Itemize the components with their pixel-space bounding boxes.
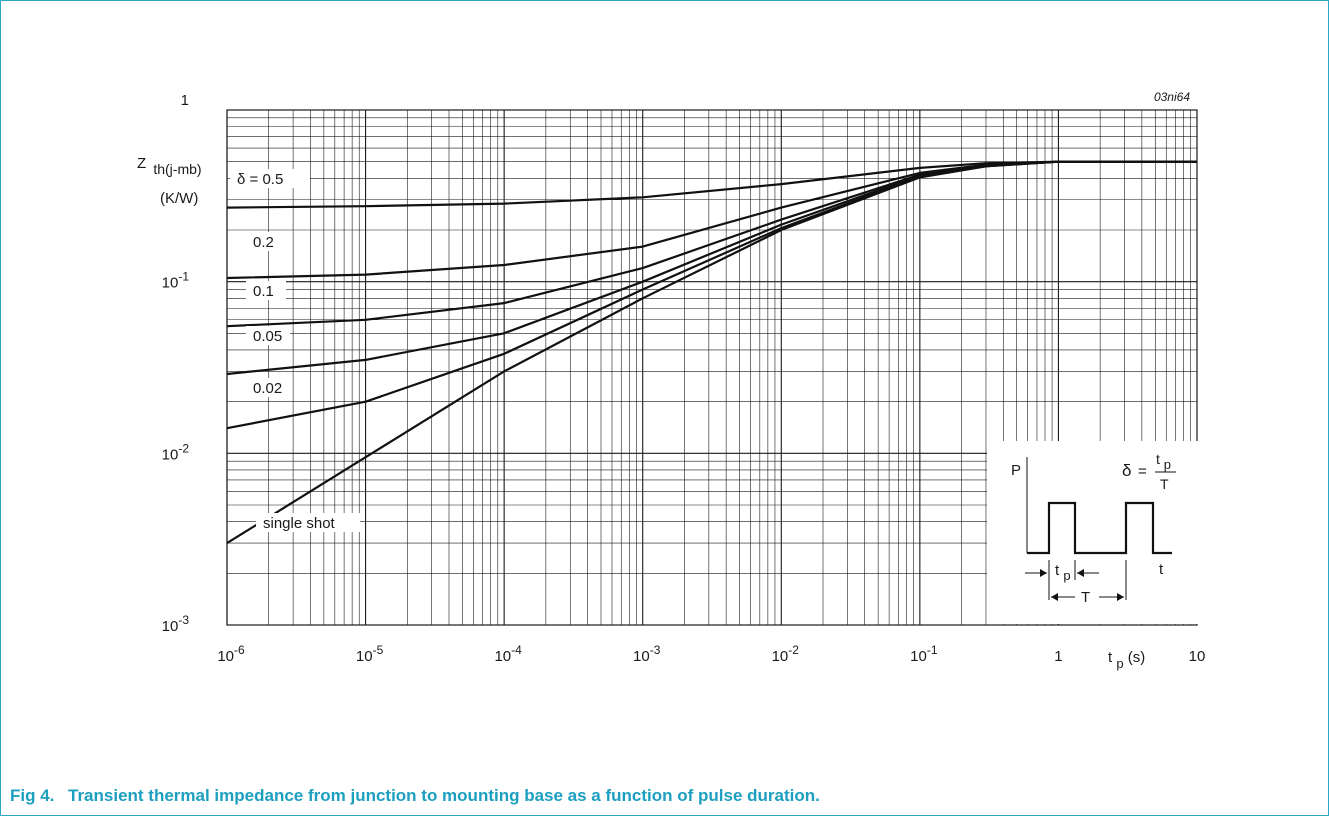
inset-tp-main: t — [1055, 562, 1060, 579]
series-line — [226, 160, 1197, 209]
inset-tp-sub: p — [1063, 568, 1070, 583]
series-label-bg — [246, 281, 286, 300]
x-tick-label: 10-2 — [772, 643, 800, 665]
series-label-bg — [256, 513, 360, 532]
x-tick-label: 10-6 — [217, 643, 245, 665]
series-label-bg — [246, 378, 290, 397]
series-line — [226, 160, 1197, 376]
figure-id: 03ni64 — [1154, 90, 1190, 104]
inset-p-label: P — [1011, 462, 1021, 479]
series-lines — [226, 160, 1197, 545]
series-label: 0.02 — [253, 380, 282, 397]
series-label: δ = 0.5 — [237, 171, 283, 188]
x-tick-label: 10 — [1189, 648, 1206, 665]
y-tick-label: 10-3 — [162, 613, 190, 635]
svg-text:t p (s): t p (s) — [1108, 649, 1145, 672]
x-label-sub: p — [1116, 656, 1123, 671]
series-label: 0.2 — [253, 234, 274, 251]
x-tick-label: 1 — [1054, 648, 1062, 665]
x-tick-label: 10-3 — [633, 643, 661, 665]
tick-labels: 10-6 10-5 10-4 10-3 10-2 10-1 1 10 1 10-1 10-2 10-3 — [162, 92, 1206, 665]
x-label-main: t — [1108, 649, 1113, 666]
series-label: 0.05 — [253, 328, 282, 345]
series-line — [226, 160, 1197, 280]
x-axis-label: t p (s) — [1108, 649, 1145, 672]
caption-text: Transient thermal impedance from junctio… — [68, 786, 820, 805]
y-tick-label: 10-2 — [162, 441, 190, 463]
svg-text:t p: t p — [1156, 451, 1171, 472]
y-tick-label: 1 — [181, 92, 189, 109]
series-line — [226, 160, 1197, 328]
y-label-sub: th(j-mb) — [153, 161, 201, 177]
y-tick-label: 10-1 — [162, 270, 190, 292]
x-tick-label: 10-4 — [494, 643, 522, 665]
x-tick-label: 10-5 — [356, 643, 384, 665]
series-label-bg — [246, 232, 286, 251]
series-label-bg — [230, 169, 310, 188]
inset-numerator-main: t — [1156, 451, 1160, 467]
series-label: single shot — [263, 515, 336, 532]
y-axis-label: Z th(j-mb) (K/W) — [137, 155, 202, 207]
inset-delta: δ — [1122, 461, 1131, 480]
series-label-bg — [246, 326, 290, 345]
y-label-main: Z — [137, 155, 146, 172]
svg-text:Z th(j-mb): Z th(j-mb) — [137, 155, 202, 177]
plot-border — [226, 109, 1198, 626]
series-line — [226, 160, 1197, 430]
inset-equals: = — [1138, 463, 1147, 480]
series-labels: δ = 0.5 0.2 0.1 0.05 0.02 single shot — [230, 169, 360, 532]
series-line — [226, 160, 1197, 545]
y-unit: (K/W) — [160, 190, 198, 207]
x-tick-label: 10-1 — [910, 643, 938, 665]
figure-caption: Fig 4. Transient thermal impedance from j… — [10, 786, 820, 806]
inset-denominator: T — [1160, 476, 1169, 492]
pulse-inset: P t δ = t p T t p T — [987, 441, 1198, 624]
x-label-unit: (s) — [1128, 649, 1146, 666]
inset-t-label: t — [1159, 561, 1164, 578]
inset-numerator-sub: p — [1164, 457, 1171, 472]
series-label: 0.1 — [253, 283, 274, 300]
inset-period-label: T — [1081, 589, 1090, 606]
svg-text:t p: t p — [1055, 562, 1071, 583]
caption-number: Fig 4. — [10, 786, 55, 805]
